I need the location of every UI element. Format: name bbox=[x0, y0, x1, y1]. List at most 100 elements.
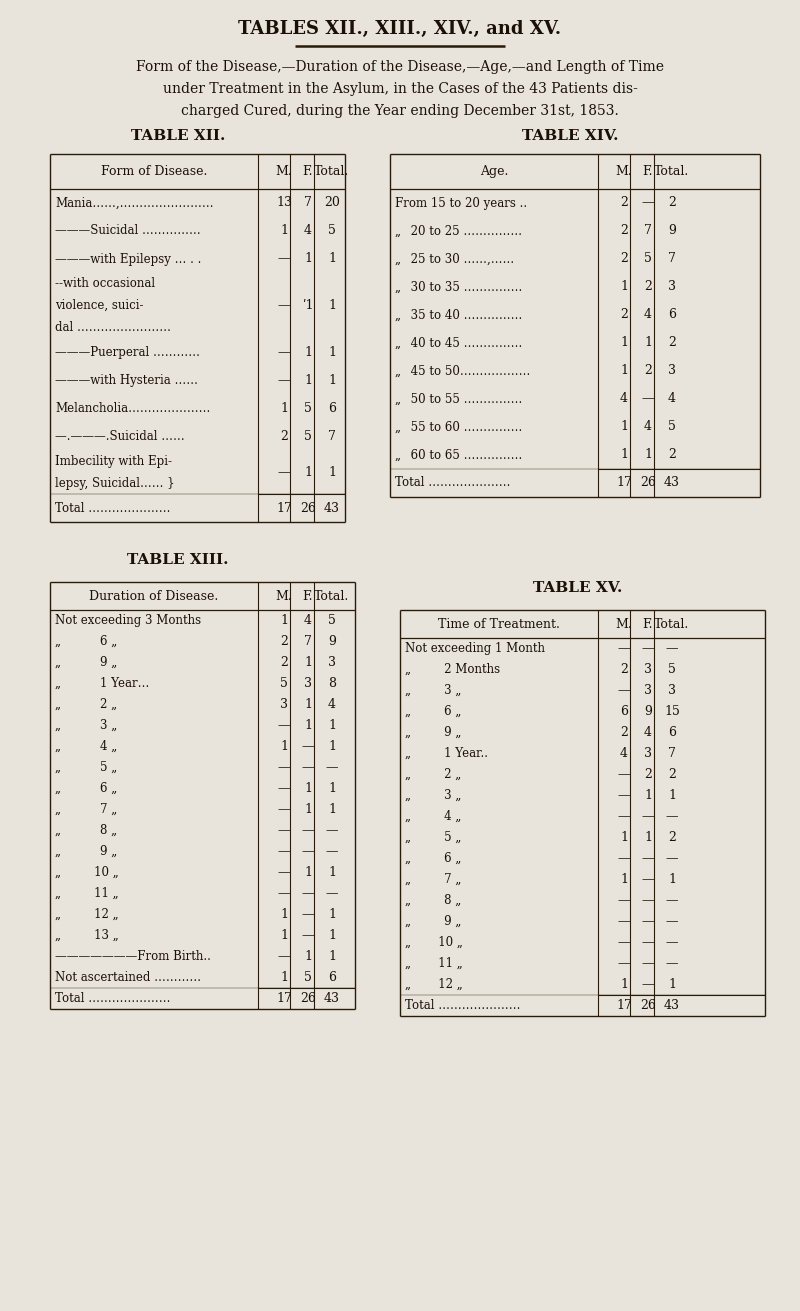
Text: 1: 1 bbox=[620, 337, 628, 350]
Text: TABLE XII.: TABLE XII. bbox=[131, 128, 225, 143]
Text: „      6 „: „ 6 „ bbox=[405, 705, 462, 718]
Text: —: — bbox=[642, 978, 654, 991]
Text: —: — bbox=[278, 783, 290, 796]
Text: 5: 5 bbox=[328, 224, 336, 237]
Text: „       2 „: „ 2 „ bbox=[55, 699, 117, 711]
Text: TABLES XII., XIII., XIV., and XV.: TABLES XII., XIII., XIV., and XV. bbox=[238, 20, 562, 38]
Text: 2: 2 bbox=[280, 430, 288, 443]
Text: „       9 „: „ 9 „ bbox=[55, 846, 118, 859]
Text: 43: 43 bbox=[324, 502, 340, 515]
Text: 1: 1 bbox=[328, 299, 336, 312]
Text: „       8 „: „ 8 „ bbox=[55, 825, 117, 838]
Text: 1: 1 bbox=[304, 465, 312, 479]
Text: 3: 3 bbox=[668, 364, 676, 378]
Text: 1: 1 bbox=[328, 346, 336, 359]
Text: 3: 3 bbox=[644, 747, 652, 760]
Text: —: — bbox=[618, 789, 630, 802]
Text: —: — bbox=[642, 852, 654, 865]
Text: 2: 2 bbox=[620, 663, 628, 676]
Text: 5: 5 bbox=[644, 253, 652, 266]
Text: TABLE XIV.: TABLE XIV. bbox=[522, 128, 618, 143]
Text: 1: 1 bbox=[620, 448, 628, 461]
Text: „  40 to 45 ……………: „ 40 to 45 …………… bbox=[395, 337, 522, 350]
Text: 5: 5 bbox=[668, 421, 676, 434]
Text: Total.: Total. bbox=[314, 590, 350, 603]
Text: 6: 6 bbox=[620, 705, 628, 718]
Text: —: — bbox=[666, 936, 678, 949]
Text: 7: 7 bbox=[668, 747, 676, 760]
Text: —: — bbox=[326, 846, 338, 859]
Text: —: — bbox=[666, 642, 678, 656]
Text: 20: 20 bbox=[324, 197, 340, 210]
Text: „  30 to 35 ……………: „ 30 to 35 …………… bbox=[395, 281, 522, 294]
Text: —: — bbox=[618, 915, 630, 928]
Text: From 15 to 20 years ..: From 15 to 20 years .. bbox=[395, 197, 527, 210]
Text: —: — bbox=[642, 197, 654, 210]
Text: 2: 2 bbox=[644, 768, 652, 781]
Text: —: — bbox=[302, 909, 314, 922]
Text: under Treatment in the Asylum, in the Cases of the 43 Patients dis-: under Treatment in the Asylum, in the Ca… bbox=[162, 83, 638, 96]
Text: 43: 43 bbox=[664, 999, 680, 1012]
Text: 2: 2 bbox=[668, 448, 676, 461]
Text: 3: 3 bbox=[668, 281, 676, 294]
Text: 1: 1 bbox=[328, 867, 336, 880]
Text: 2: 2 bbox=[644, 364, 652, 378]
Text: 5: 5 bbox=[304, 402, 312, 416]
Text: charged Cured, during the Year ending December 31st, 1853.: charged Cured, during the Year ending De… bbox=[181, 104, 619, 118]
Text: —: — bbox=[666, 894, 678, 907]
Text: Not exceeding 1 Month: Not exceeding 1 Month bbox=[405, 642, 545, 656]
Text: „      9 „: „ 9 „ bbox=[405, 915, 462, 928]
Text: 4: 4 bbox=[644, 726, 652, 739]
Text: 1: 1 bbox=[280, 224, 288, 237]
Text: 6: 6 bbox=[668, 726, 676, 739]
Text: 26: 26 bbox=[300, 992, 316, 1006]
Text: —: — bbox=[326, 762, 338, 775]
Text: 1: 1 bbox=[328, 804, 336, 817]
Text: „     10 „: „ 10 „ bbox=[405, 936, 463, 949]
Text: 1: 1 bbox=[620, 421, 628, 434]
Text: M.: M. bbox=[276, 590, 292, 603]
Text: TABLE XV.: TABLE XV. bbox=[534, 581, 622, 595]
Text: —: — bbox=[642, 810, 654, 823]
Text: --with occasional: --with occasional bbox=[55, 278, 155, 291]
Text: 1: 1 bbox=[328, 909, 336, 922]
Text: 1: 1 bbox=[644, 448, 652, 461]
Text: Total.: Total. bbox=[314, 165, 350, 178]
Text: —: — bbox=[642, 642, 654, 656]
Text: ———Puerperal …………: ———Puerperal ………… bbox=[55, 346, 200, 359]
Text: ———with Hysteria ……: ———with Hysteria …… bbox=[55, 374, 198, 387]
Text: —: — bbox=[278, 804, 290, 817]
Text: 26: 26 bbox=[640, 999, 656, 1012]
Text: 1: 1 bbox=[304, 804, 312, 817]
Text: 1: 1 bbox=[280, 909, 288, 922]
Text: 3: 3 bbox=[644, 684, 652, 697]
Text: „      2 Months: „ 2 Months bbox=[405, 663, 500, 676]
Text: Imbecility with Epi-: Imbecility with Epi- bbox=[55, 455, 172, 468]
Text: —: — bbox=[618, 810, 630, 823]
Text: 1: 1 bbox=[304, 950, 312, 964]
Text: 17: 17 bbox=[276, 992, 292, 1006]
Text: 7: 7 bbox=[328, 430, 336, 443]
Text: 1: 1 bbox=[304, 720, 312, 733]
Text: —: — bbox=[326, 825, 338, 838]
Text: „      12 „: „ 12 „ bbox=[55, 909, 118, 922]
Text: —: — bbox=[278, 888, 290, 901]
Text: 1: 1 bbox=[304, 867, 312, 880]
Text: 4: 4 bbox=[304, 614, 312, 627]
Text: „       6 „: „ 6 „ bbox=[55, 783, 118, 796]
Text: 4: 4 bbox=[644, 421, 652, 434]
Text: 4: 4 bbox=[620, 392, 628, 405]
Text: 2: 2 bbox=[668, 831, 676, 844]
Text: M.: M. bbox=[276, 165, 292, 178]
Text: 15: 15 bbox=[664, 705, 680, 718]
Text: „  20 to 25 ……………: „ 20 to 25 …………… bbox=[395, 224, 522, 237]
Text: 7: 7 bbox=[668, 253, 676, 266]
Text: „      9 „: „ 9 „ bbox=[405, 726, 462, 739]
Text: 2: 2 bbox=[668, 337, 676, 350]
Text: —: — bbox=[302, 825, 314, 838]
Text: Not ascertained …………: Not ascertained ………… bbox=[55, 971, 201, 985]
Text: —: — bbox=[666, 957, 678, 970]
Text: Form of Disease.: Form of Disease. bbox=[101, 165, 207, 178]
Text: —: — bbox=[302, 888, 314, 901]
Text: „      8 „: „ 8 „ bbox=[405, 894, 462, 907]
